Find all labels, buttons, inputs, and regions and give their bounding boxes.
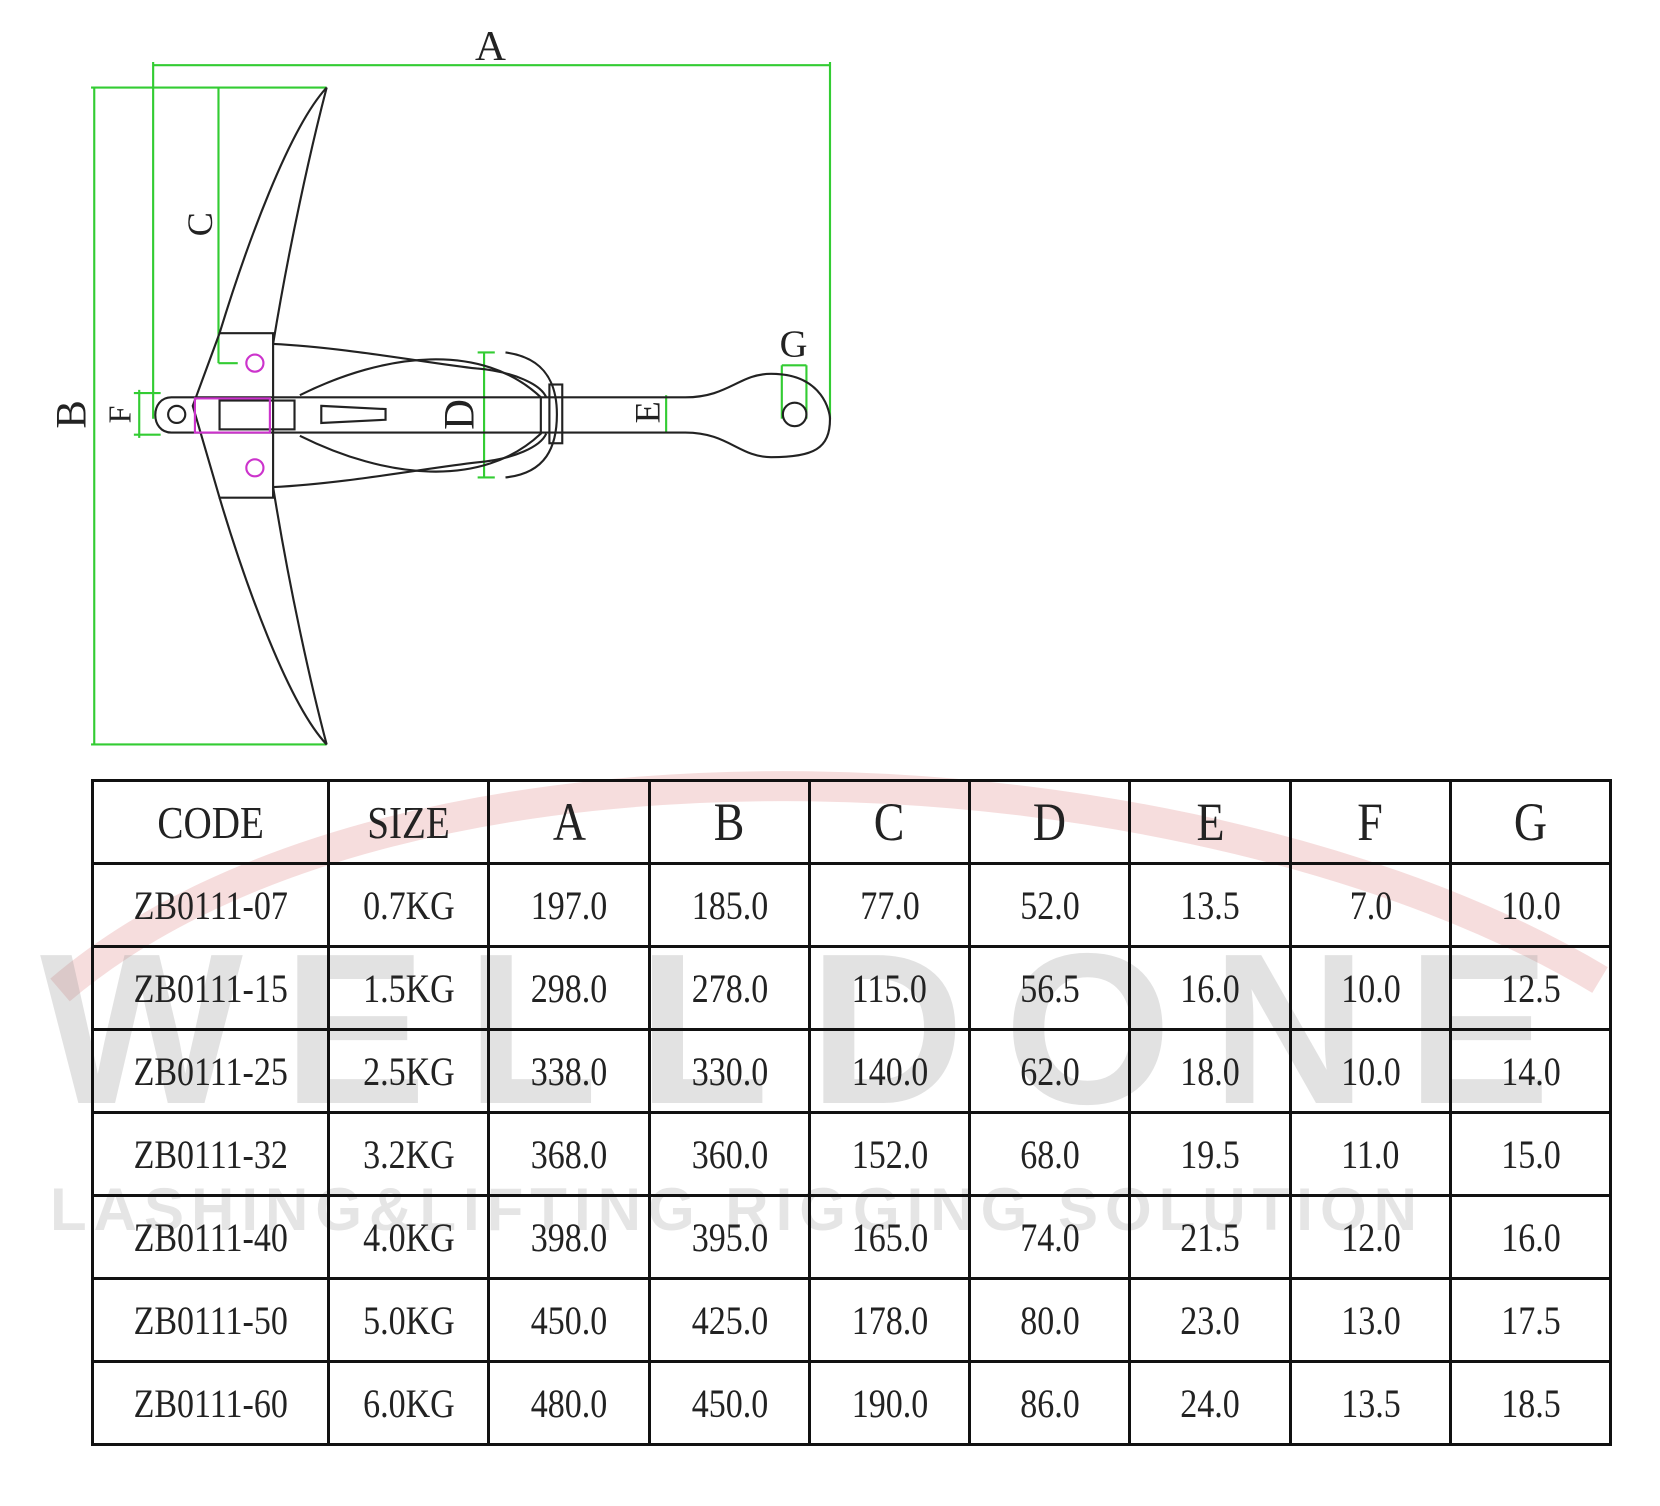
cell-size: 2.5KG [327,1028,490,1114]
cell-size: 1.5KG [327,945,490,1031]
cell-g: 12.5 [1449,945,1612,1031]
cell-size: 5.0KG [327,1277,490,1363]
cell-f: 10.0 [1289,1028,1452,1114]
table-row: ZB0111-15 1.5KG 298.0 278.0 115.0 56.5 16.0 10.… [91,945,1612,1031]
dimension-label-f: F [102,406,138,424]
cell-b: 450.0 [648,1360,811,1446]
cell-code: ZB0111-07 [91,862,330,948]
header-size: SIZE [327,779,490,865]
cell-e: 23.0 [1128,1277,1292,1363]
cell-g: 16.0 [1449,1194,1612,1280]
cell-code: ZB0111-50 [91,1277,330,1363]
table-row: ZB0111-32 3.2KG 368.0 360.0 152.0 68.0 19.5 11.… [91,1111,1612,1197]
cell-a: 338.0 [487,1028,651,1114]
cell-f: 13.0 [1289,1277,1452,1363]
cell-c: 190.0 [808,1360,971,1446]
cell-f: 13.5 [1289,1360,1452,1446]
cell-c: 152.0 [808,1111,971,1197]
header-a: A [487,779,651,865]
dimension-lines [91,61,832,746]
cell-f: 10.0 [1289,945,1452,1031]
cell-c: 178.0 [808,1277,971,1363]
cell-c: 165.0 [808,1194,971,1280]
cell-code: ZB0111-32 [91,1111,330,1197]
cell-b: 395.0 [648,1194,811,1280]
dimension-label-b: B [49,400,96,428]
cell-e: 18.0 [1128,1028,1292,1114]
cell-g: 10.0 [1449,862,1612,948]
cell-f: 11.0 [1289,1111,1452,1197]
cell-code: ZB0111-15 [91,945,330,1031]
table-header-row: CODE SIZE A B C D E F G [91,779,1612,865]
cell-c: 115.0 [808,945,971,1031]
cell-a: 197.0 [487,862,651,948]
table-row: ZB0111-60 6.0KG 480.0 450.0 190.0 86.0 24.0 13.… [91,1360,1612,1446]
cell-d: 68.0 [968,1111,1131,1197]
cell-b: 330.0 [648,1028,811,1114]
specification-table: CODE SIZE A B C D E F G ZB0111-07 0.7KG 19… [91,779,1612,1446]
header-c: C [808,779,971,865]
cell-e: 21.5 [1128,1194,1292,1280]
cell-b: 425.0 [648,1277,811,1363]
cell-d: 86.0 [968,1360,1131,1446]
cell-g: 17.5 [1449,1277,1612,1363]
cell-size: 3.2KG [327,1111,490,1197]
cell-f: 7.0 [1289,862,1452,948]
cell-size: 4.0KG [327,1194,490,1280]
cell-b: 185.0 [648,862,811,948]
dimension-label-e: E [628,401,668,423]
cell-f: 12.0 [1289,1194,1452,1280]
cell-d: 74.0 [968,1194,1131,1280]
cell-b: 278.0 [648,945,811,1031]
cell-e: 16.0 [1128,945,1292,1031]
header-code: CODE [91,779,330,865]
cell-e: 24.0 [1128,1360,1292,1446]
header-e: E [1128,779,1292,865]
dimension-label-a: A [475,23,506,70]
cell-d: 62.0 [968,1028,1131,1114]
cell-a: 368.0 [487,1111,651,1197]
dimension-label-d: D [436,399,483,430]
table-row: ZB0111-07 0.7KG 197.0 185.0 77.0 52.0 13.5 7.0 1… [91,862,1612,948]
cell-c: 77.0 [808,862,971,948]
cell-a: 398.0 [487,1194,651,1280]
table-row: ZB0111-40 4.0KG 398.0 395.0 165.0 74.0 21.5 12.… [91,1194,1612,1280]
header-b: B [648,779,811,865]
cell-d: 80.0 [968,1277,1131,1363]
cell-code: ZB0111-40 [91,1194,330,1280]
header-f: F [1289,779,1452,865]
table-row: ZB0111-25 2.5KG 338.0 330.0 140.0 62.0 18.0 10.… [91,1028,1612,1114]
cell-e: 19.5 [1128,1111,1292,1197]
cell-size: 0.7KG [327,862,490,948]
cell-b: 360.0 [648,1111,811,1197]
dimension-label-c: C [180,212,220,236]
cell-size: 6.0KG [327,1360,490,1446]
anchor-outline [154,86,832,746]
cell-d: 56.5 [968,945,1131,1031]
table-row: ZB0111-50 5.0KG 450.0 425.0 178.0 80.0 23.0 13.… [91,1277,1612,1363]
cell-a: 450.0 [487,1277,651,1363]
cell-d: 52.0 [968,862,1131,948]
cell-code: ZB0111-60 [91,1360,330,1446]
cell-a: 480.0 [487,1360,651,1446]
cell-e: 13.5 [1128,862,1292,948]
cell-a: 298.0 [487,945,651,1031]
header-g: G [1449,779,1612,865]
header-d: D [968,779,1131,865]
cell-g: 15.0 [1449,1111,1612,1197]
cell-code: ZB0111-25 [91,1028,330,1114]
cell-g: 18.5 [1449,1360,1612,1446]
dimension-label-g: G [780,324,808,366]
cell-g: 14.0 [1449,1028,1612,1114]
pins [193,353,271,478]
cell-c: 140.0 [808,1028,971,1114]
